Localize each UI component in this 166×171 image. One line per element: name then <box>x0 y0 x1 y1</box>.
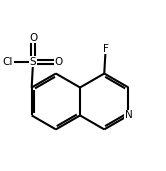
Text: Cl: Cl <box>3 57 13 67</box>
Text: O: O <box>54 57 62 67</box>
Text: S: S <box>30 57 36 67</box>
Text: O: O <box>29 33 37 43</box>
Text: F: F <box>103 44 109 54</box>
Text: N: N <box>124 110 132 120</box>
